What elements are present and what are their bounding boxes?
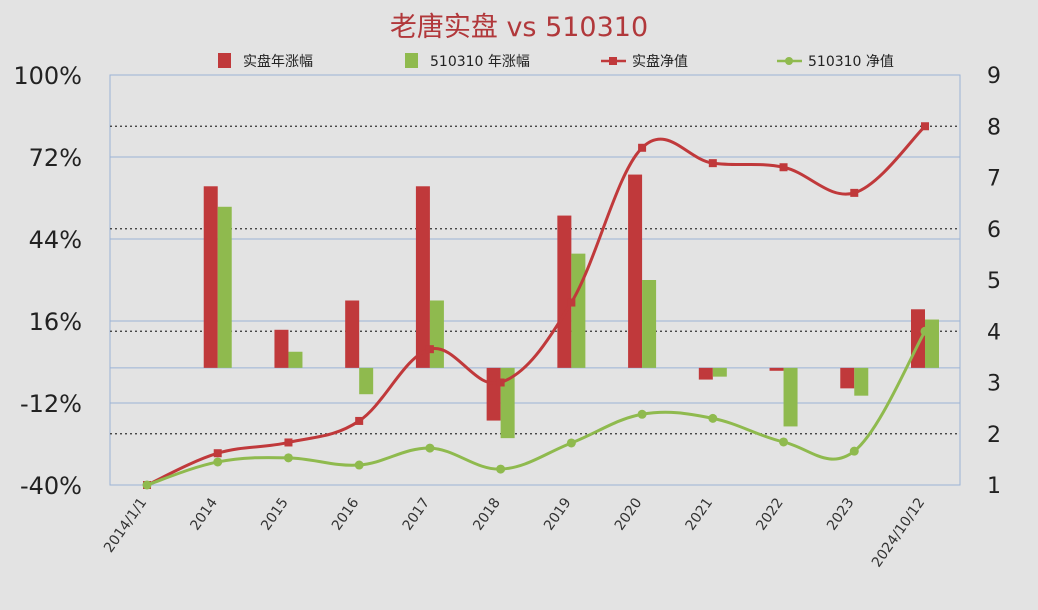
bar bbox=[925, 319, 939, 368]
line-marker bbox=[213, 457, 223, 467]
y-left-tick-label: -12% bbox=[20, 390, 82, 418]
bar bbox=[217, 206, 232, 368]
x-tick-label: 2017 bbox=[400, 495, 434, 533]
bar bbox=[288, 351, 303, 368]
bar bbox=[840, 367, 855, 389]
x-tick-label: 2023 bbox=[824, 495, 858, 533]
legend-swatch bbox=[218, 53, 231, 68]
line-marker bbox=[566, 438, 576, 448]
plot-area: 100% 72% 44% 16% -12% -40% 9 8 7 6 5 4 3 2 1 2014/1/1 20… bbox=[13, 62, 1001, 570]
x-tick-label: 2018 bbox=[470, 495, 504, 533]
y-left-tick-label: 100% bbox=[13, 62, 82, 90]
y-right-tick-label: 3 bbox=[987, 372, 1001, 397]
series-line bbox=[146, 125, 927, 487]
line-marker bbox=[920, 326, 930, 336]
y-right-tick-label: 1 bbox=[987, 474, 1001, 499]
x-tick-label: 2014 bbox=[187, 495, 221, 533]
y-right-tick-label: 6 bbox=[987, 218, 1001, 243]
bar bbox=[429, 300, 444, 368]
line-marker bbox=[283, 453, 293, 463]
bar bbox=[571, 253, 586, 368]
x-tick-label: 2015 bbox=[258, 495, 292, 533]
y-right-tick-label: 2 bbox=[987, 423, 1001, 448]
x-tick-label: 2016 bbox=[329, 495, 363, 533]
line-marker bbox=[849, 446, 859, 456]
chart-title: 老唐实盘 vs 510310 bbox=[390, 12, 648, 43]
y-left-tick-label: -40% bbox=[20, 472, 82, 500]
bar bbox=[698, 367, 713, 380]
line-marker bbox=[284, 438, 293, 447]
line-marker bbox=[142, 480, 152, 490]
y-right-tick-label: 8 bbox=[987, 115, 1001, 140]
line-marker bbox=[779, 163, 788, 172]
bar bbox=[911, 309, 925, 368]
line-marker bbox=[425, 345, 434, 354]
x-tick-label: 2019 bbox=[541, 495, 575, 533]
bar bbox=[345, 300, 360, 368]
bar bbox=[415, 186, 430, 368]
legend-label: 实盘净值 bbox=[632, 53, 688, 70]
line-marker bbox=[850, 188, 859, 197]
line-marker bbox=[708, 159, 717, 168]
y-left-tick-label: 72% bbox=[29, 144, 82, 172]
bar bbox=[642, 280, 657, 368]
x-tick-label: 2014/1/1 bbox=[101, 495, 150, 556]
line-marker bbox=[638, 143, 647, 152]
line-marker bbox=[637, 409, 647, 419]
line-marker bbox=[567, 298, 576, 307]
line-marker bbox=[354, 460, 364, 470]
bar bbox=[769, 367, 784, 371]
bar bbox=[557, 215, 572, 368]
y-right-tick-label: 9 bbox=[987, 64, 1001, 89]
bar bbox=[486, 367, 501, 421]
bar bbox=[274, 329, 289, 368]
x-tick-label: 2021 bbox=[683, 495, 717, 533]
y-right-tick-label: 5 bbox=[987, 269, 1001, 294]
bar bbox=[203, 186, 218, 368]
line-marker bbox=[708, 413, 718, 423]
legend-label: 510310 净值 bbox=[808, 54, 894, 70]
bar bbox=[783, 367, 798, 427]
line-marker bbox=[921, 122, 929, 131]
y-left-tick-label: 44% bbox=[29, 226, 82, 254]
x-tick-label: 2022 bbox=[753, 495, 787, 533]
y-right-tick-label: 4 bbox=[987, 320, 1001, 345]
y-right-tick-label: 7 bbox=[987, 167, 1001, 192]
x-tick-label: 2020 bbox=[612, 495, 646, 533]
y-left-tick-label: 16% bbox=[29, 308, 82, 336]
legend-label: 510310 年涨幅 bbox=[430, 54, 530, 70]
bar bbox=[628, 174, 643, 368]
line-marker bbox=[779, 437, 789, 447]
plot-border bbox=[109, 74, 961, 486]
bar bbox=[854, 367, 869, 396]
line-marker bbox=[355, 416, 364, 425]
x-tick-label: 2024/10/12 bbox=[869, 495, 928, 570]
legend-marker bbox=[785, 57, 793, 65]
legend-label: 实盘年涨幅 bbox=[243, 53, 313, 70]
legend-swatch bbox=[405, 53, 418, 68]
line-marker bbox=[496, 464, 506, 474]
line-marker bbox=[213, 449, 222, 458]
line-marker bbox=[496, 378, 505, 387]
bar bbox=[712, 367, 727, 377]
legend-marker bbox=[609, 57, 617, 65]
legend: 实盘年涨幅 510310 年涨幅 实盘净值 510310 净值 bbox=[218, 53, 894, 70]
line-marker bbox=[425, 443, 435, 453]
bar bbox=[359, 367, 374, 395]
